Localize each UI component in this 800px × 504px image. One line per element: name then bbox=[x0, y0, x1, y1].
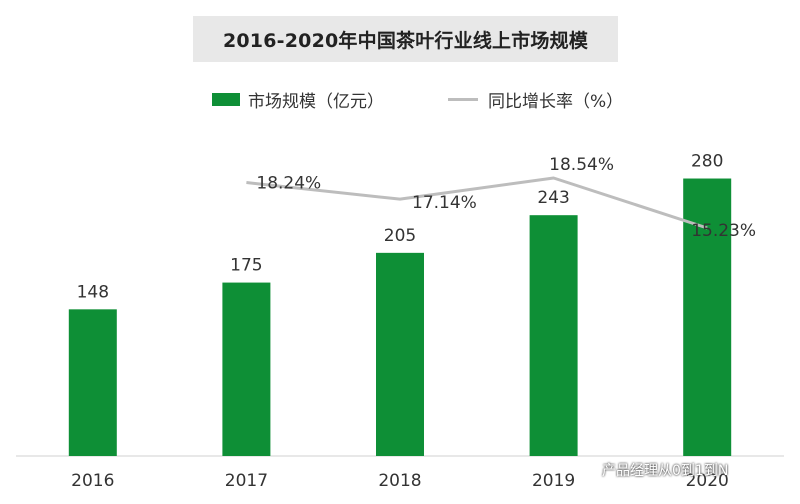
legend-bar-label: 市场规模（亿元） bbox=[248, 91, 384, 112]
growth-rate-label-2018: 17.14% bbox=[412, 193, 477, 213]
growth-rate-line bbox=[246, 176, 708, 230]
bar-value-label-2017: 175 bbox=[230, 256, 262, 276]
growth-rate-label-2017: 18.24% bbox=[256, 174, 321, 194]
growth-rate-label-2019: 18.54% bbox=[549, 155, 614, 175]
bar-2018 bbox=[376, 252, 424, 456]
legend-item-bar: 市场规模（亿元） bbox=[212, 86, 384, 112]
x-tick-label-2017: 2017 bbox=[225, 471, 268, 491]
watermark-text: 产品经理从0到1到N bbox=[602, 463, 729, 479]
x-tick-label-2016: 2016 bbox=[71, 471, 114, 491]
bar-2020 bbox=[683, 178, 732, 456]
legend-line-swatch bbox=[448, 97, 478, 101]
bar-2017 bbox=[222, 282, 271, 456]
x-tick-label-2018: 2018 bbox=[378, 471, 421, 491]
bar-2016 bbox=[68, 309, 117, 456]
bar-value-label-2018: 205 bbox=[384, 226, 416, 246]
legend-bar-swatch bbox=[212, 92, 240, 106]
growth-rate-label-2020: 15.23% bbox=[691, 221, 756, 241]
chart-legend: 市场规模（亿元） 同比增长率（%） bbox=[0, 86, 800, 112]
bar-value-label-2019: 243 bbox=[537, 188, 569, 208]
wechat-icon bbox=[578, 462, 598, 478]
bar-value-label-2016: 148 bbox=[77, 282, 109, 302]
bar-value-label-2020: 280 bbox=[691, 152, 723, 172]
watermark: 产品经理从0到1到N bbox=[578, 458, 728, 482]
bar-2019 bbox=[529, 215, 578, 456]
chart-title: 2016-2020年中国茶叶行业线上市场规模 bbox=[193, 16, 618, 62]
legend-item-line: 同比增长率（%） bbox=[448, 86, 623, 112]
x-tick-label-2020: 2020 bbox=[686, 471, 729, 491]
legend-line-label: 同比增长率（%） bbox=[488, 91, 624, 112]
x-tick-label-2019: 2019 bbox=[532, 471, 575, 491]
